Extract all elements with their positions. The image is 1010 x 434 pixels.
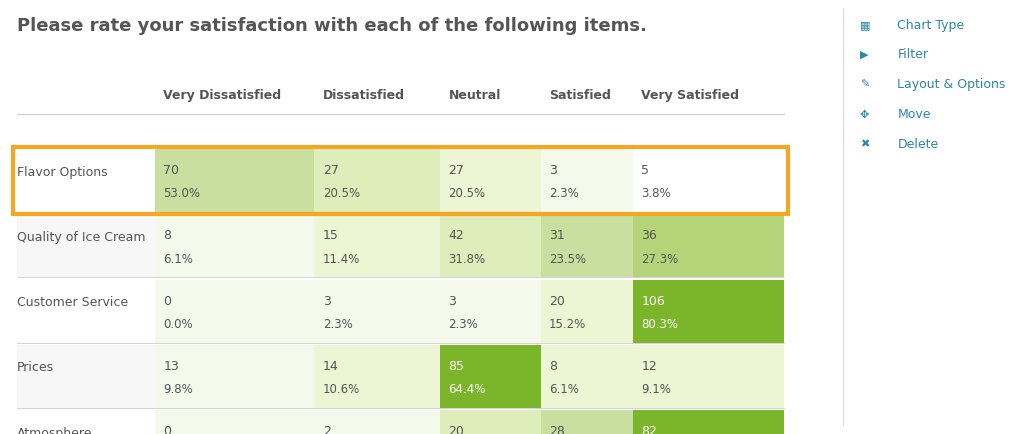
- Bar: [540, 345, 633, 408]
- Bar: [17, 345, 784, 408]
- Bar: [156, 215, 314, 278]
- Text: 27.3%: 27.3%: [641, 252, 679, 265]
- Bar: [633, 150, 784, 213]
- Bar: [314, 280, 440, 343]
- Text: 70: 70: [164, 164, 180, 177]
- Bar: [314, 410, 440, 434]
- Text: 8: 8: [164, 229, 172, 242]
- Text: ▶: ▶: [860, 50, 869, 60]
- Text: 3: 3: [549, 164, 557, 177]
- Text: Atmosphere: Atmosphere: [17, 426, 92, 434]
- Bar: [633, 280, 784, 343]
- Text: ✎: ✎: [860, 79, 869, 89]
- Text: 64.4%: 64.4%: [448, 382, 486, 395]
- Text: 28: 28: [549, 424, 565, 434]
- Text: 15.2%: 15.2%: [549, 317, 587, 330]
- Text: ▦: ▦: [860, 20, 871, 30]
- Bar: [17, 410, 784, 434]
- Text: 31.8%: 31.8%: [448, 252, 486, 265]
- Bar: [17, 150, 784, 213]
- Text: 9.8%: 9.8%: [164, 382, 193, 395]
- Bar: [440, 280, 540, 343]
- Bar: [540, 280, 633, 343]
- Bar: [540, 410, 633, 434]
- Text: Customer Service: Customer Service: [17, 296, 128, 308]
- Text: Quality of Ice Cream: Quality of Ice Cream: [17, 230, 145, 243]
- Bar: [156, 280, 314, 343]
- Text: 2.3%: 2.3%: [323, 317, 352, 330]
- Text: Very Dissatisfied: Very Dissatisfied: [164, 89, 282, 102]
- Text: 0: 0: [164, 294, 172, 307]
- Bar: [314, 150, 440, 213]
- Text: 13: 13: [164, 359, 179, 372]
- Text: 85: 85: [448, 359, 465, 372]
- Text: Neutral: Neutral: [448, 89, 501, 102]
- Text: 27: 27: [448, 164, 465, 177]
- Bar: [156, 150, 314, 213]
- Bar: [440, 410, 540, 434]
- Text: 3: 3: [323, 294, 330, 307]
- Text: 0.0%: 0.0%: [164, 317, 193, 330]
- Text: 10.6%: 10.6%: [323, 382, 360, 395]
- Text: Chart Type: Chart Type: [897, 19, 965, 32]
- Text: 42: 42: [448, 229, 465, 242]
- Text: 27: 27: [323, 164, 338, 177]
- Text: 11.4%: 11.4%: [323, 252, 361, 265]
- Text: Layout & Options: Layout & Options: [897, 78, 1006, 91]
- Text: 14: 14: [323, 359, 338, 372]
- Text: 3: 3: [448, 294, 457, 307]
- Text: 3.8%: 3.8%: [641, 187, 671, 200]
- Bar: [156, 410, 314, 434]
- Bar: [156, 345, 314, 408]
- Bar: [314, 215, 440, 278]
- Text: 20: 20: [448, 424, 465, 434]
- Text: Prices: Prices: [17, 361, 54, 373]
- Text: 20.5%: 20.5%: [323, 187, 360, 200]
- Text: Please rate your satisfaction with each of the following items.: Please rate your satisfaction with each …: [17, 17, 646, 35]
- Bar: [633, 410, 784, 434]
- Text: ✖: ✖: [860, 139, 869, 149]
- Bar: [440, 150, 540, 213]
- Text: 53.0%: 53.0%: [164, 187, 200, 200]
- Text: 0: 0: [164, 424, 172, 434]
- Text: Flavor Options: Flavor Options: [17, 165, 107, 178]
- Bar: [314, 345, 440, 408]
- Bar: [540, 150, 633, 213]
- Bar: [633, 345, 784, 408]
- Text: 2.3%: 2.3%: [448, 317, 479, 330]
- Text: 9.1%: 9.1%: [641, 382, 672, 395]
- Text: Very Satisfied: Very Satisfied: [641, 89, 739, 102]
- Bar: [17, 215, 784, 278]
- Text: 2: 2: [323, 424, 330, 434]
- Text: 20: 20: [549, 294, 565, 307]
- Text: 36: 36: [641, 229, 658, 242]
- Text: 23.5%: 23.5%: [549, 252, 586, 265]
- Text: 15: 15: [323, 229, 338, 242]
- Text: Satisfied: Satisfied: [549, 89, 611, 102]
- Text: 20.5%: 20.5%: [448, 187, 486, 200]
- Text: 12: 12: [641, 359, 658, 372]
- Text: Delete: Delete: [897, 138, 938, 151]
- Text: 82: 82: [641, 424, 658, 434]
- Text: 6.1%: 6.1%: [549, 382, 579, 395]
- Bar: [540, 215, 633, 278]
- Text: 6.1%: 6.1%: [164, 252, 193, 265]
- Text: 80.3%: 80.3%: [641, 317, 679, 330]
- Text: 31: 31: [549, 229, 565, 242]
- Text: Move: Move: [897, 108, 931, 121]
- Text: 106: 106: [641, 294, 665, 307]
- Text: 5: 5: [641, 164, 649, 177]
- Text: Filter: Filter: [897, 48, 928, 61]
- Bar: [633, 215, 784, 278]
- Bar: [17, 280, 784, 343]
- Text: 2.3%: 2.3%: [549, 187, 579, 200]
- Text: Dissatisfied: Dissatisfied: [323, 89, 405, 102]
- Text: ✥: ✥: [860, 109, 869, 119]
- Bar: [440, 215, 540, 278]
- Text: 8: 8: [549, 359, 558, 372]
- Bar: [440, 345, 540, 408]
